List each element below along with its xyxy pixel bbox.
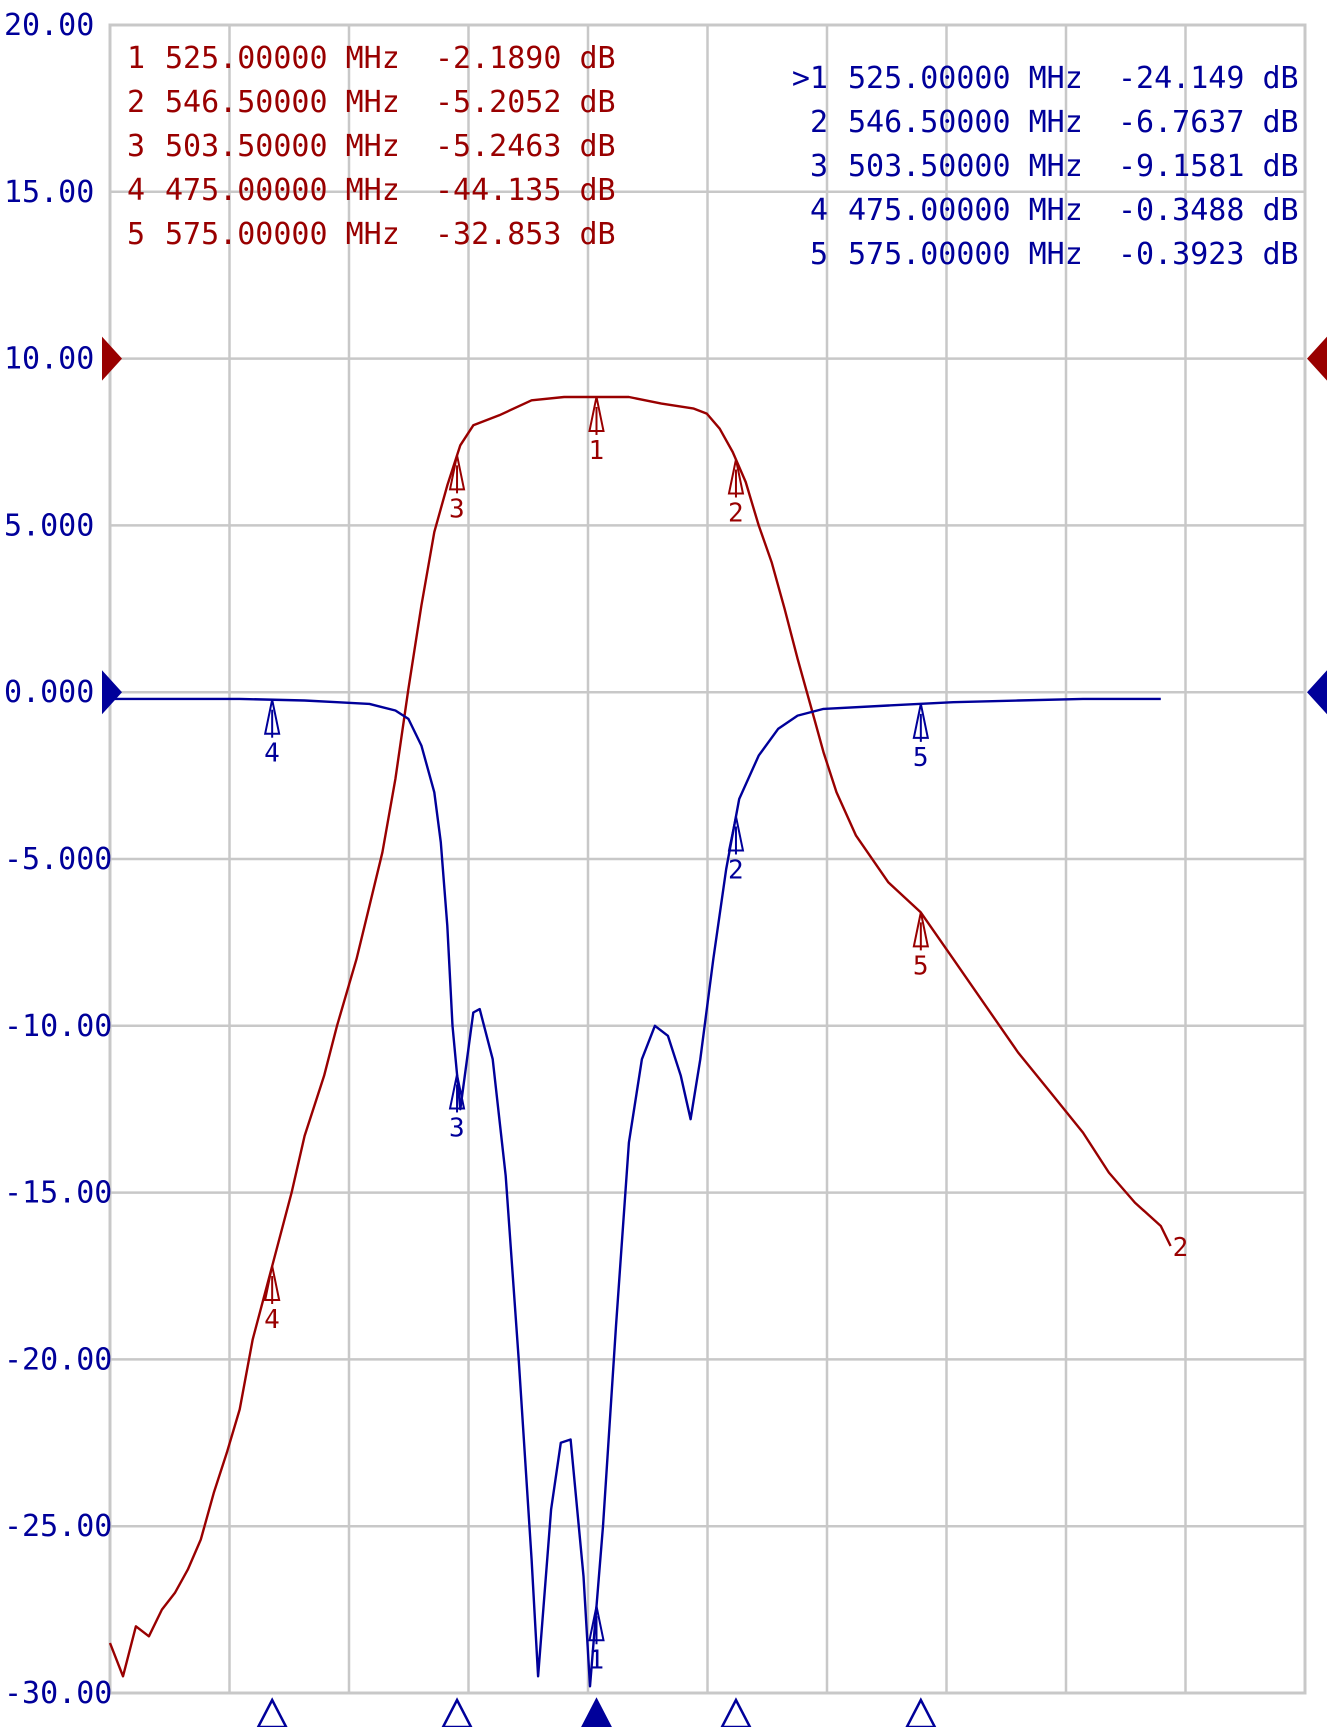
marker-frequency: 575.00000 MHz [848,237,1083,272]
marker-id: >1 [792,61,828,96]
marker-id: 5 [810,237,828,272]
y-tick-label: -20.00 [4,1342,112,1377]
marker-frequency: 575.00000 MHz [165,217,400,252]
y-tick-label: -30.00 [4,1676,112,1711]
marker-frequency: 546.50000 MHz [848,105,1083,140]
marker-id: 4 [810,193,828,228]
y-tick-label: -25.00 [4,1509,112,1544]
y-tick-label: 0.000 [4,675,94,710]
ref-level-left [102,336,122,381]
marker-value: -0.3923 dB [1118,237,1299,272]
marker-table-2: >1 525.00000 MHz -24.149 dB2 546.50000 MHz -… [792,61,1299,272]
marker-value: -44.135 dB [435,173,616,208]
trace-marker: 5 [912,912,930,981]
y-tick-label: -5.000 [4,842,112,877]
trace-marker: 1 [588,1606,605,1675]
trace-markers: 1 2 3 4 5 1 2 3 4 5 [263,396,930,1675]
trace-marker: 5 [912,703,930,773]
bottom-marker [581,1697,612,1727]
y-tick-label: -15.00 [4,1176,112,1211]
trace-marker: 3 [448,1074,466,1143]
marker-frequency: 525.00000 MHz [848,61,1083,96]
marker-frequency: 503.50000 MHz [165,129,400,164]
grid [108,23,1307,1695]
marker-frequency: 546.50000 MHz [165,85,400,120]
trace-marker: 4 [263,1265,281,1335]
reference-level-indicators [102,336,1327,715]
y-tick-label: 15.00 [4,175,94,210]
bottom-marker [256,1697,288,1727]
y-tick-label: -10.00 [4,1009,112,1044]
trace-marker-label: 5 [913,951,929,981]
trace-marker-label: 4 [264,739,280,769]
marker-value: -6.7637 dB [1118,105,1299,140]
y-tick-labels: 20.00 15.00 10.00 5.000 0.000 -5.000 -10.00 -15… [4,8,112,1711]
ref-level-left [102,670,122,715]
trace-end-label: 2 [1173,1233,1189,1263]
trace-marker-label: 3 [449,1113,465,1143]
bottom-marker [720,1697,752,1727]
marker-value: -24.149 dB [1118,61,1299,96]
trace-line-2 [110,697,1161,1688]
trace-marker-label: 1 [589,1645,605,1675]
y-tick-label: 10.00 [4,342,94,377]
traces: 2 [108,395,1189,1688]
trace-marker-label: 2 [728,855,744,885]
bottom-marker-indicators [256,1697,937,1727]
marker-id: 5 [127,217,145,252]
marker-value: -5.2463 dB [435,129,616,164]
marker-frequency: 503.50000 MHz [848,149,1083,184]
ref-level-right [1307,336,1327,381]
bottom-marker [441,1697,473,1727]
marker-id: 1 [127,41,145,76]
marker-value: -32.853 dB [435,217,616,252]
marker-id: 3 [810,149,828,184]
marker-frequency: 475.00000 MHz [165,173,400,208]
marker-frequency: 475.00000 MHz [848,193,1083,228]
trace-marker-label: 3 [449,494,465,524]
marker-table-1: 1 525.00000 MHz -2.1890 dB 2 546.50000 MHz -5… [127,41,616,252]
marker-tables: 1 525.00000 MHz -2.1890 dB 2 546.50000 MHz -5… [127,41,1299,272]
trace-line-1 [108,395,1172,1678]
trace-marker: 2 [727,459,745,529]
bottom-marker [905,1697,937,1727]
trace-marker-label: 2 [728,499,744,529]
marker-value: -2.1890 dB [435,41,616,76]
marker-value: -0.3488 dB [1118,193,1299,228]
marker-id: 3 [127,129,145,164]
marker-id: 2 [127,85,145,120]
trace-marker-label: 4 [264,1305,280,1335]
trace-marker: 3 [448,455,466,524]
y-tick-label: 5.000 [4,508,94,543]
trace-marker: 4 [263,699,281,769]
marker-id: 4 [127,173,145,208]
trace-marker: 1 [588,396,605,466]
ref-level-right [1307,670,1327,715]
marker-frequency: 525.00000 MHz [165,41,400,76]
trace-marker-label: 1 [589,436,605,466]
trace-marker-label: 5 [913,743,929,773]
marker-id: 2 [810,105,828,140]
y-tick-label: 20.00 [4,8,94,43]
marker-value: -5.2052 dB [435,85,616,120]
trace-marker: 2 [727,816,745,885]
marker-value: -9.1581 dB [1118,149,1299,184]
